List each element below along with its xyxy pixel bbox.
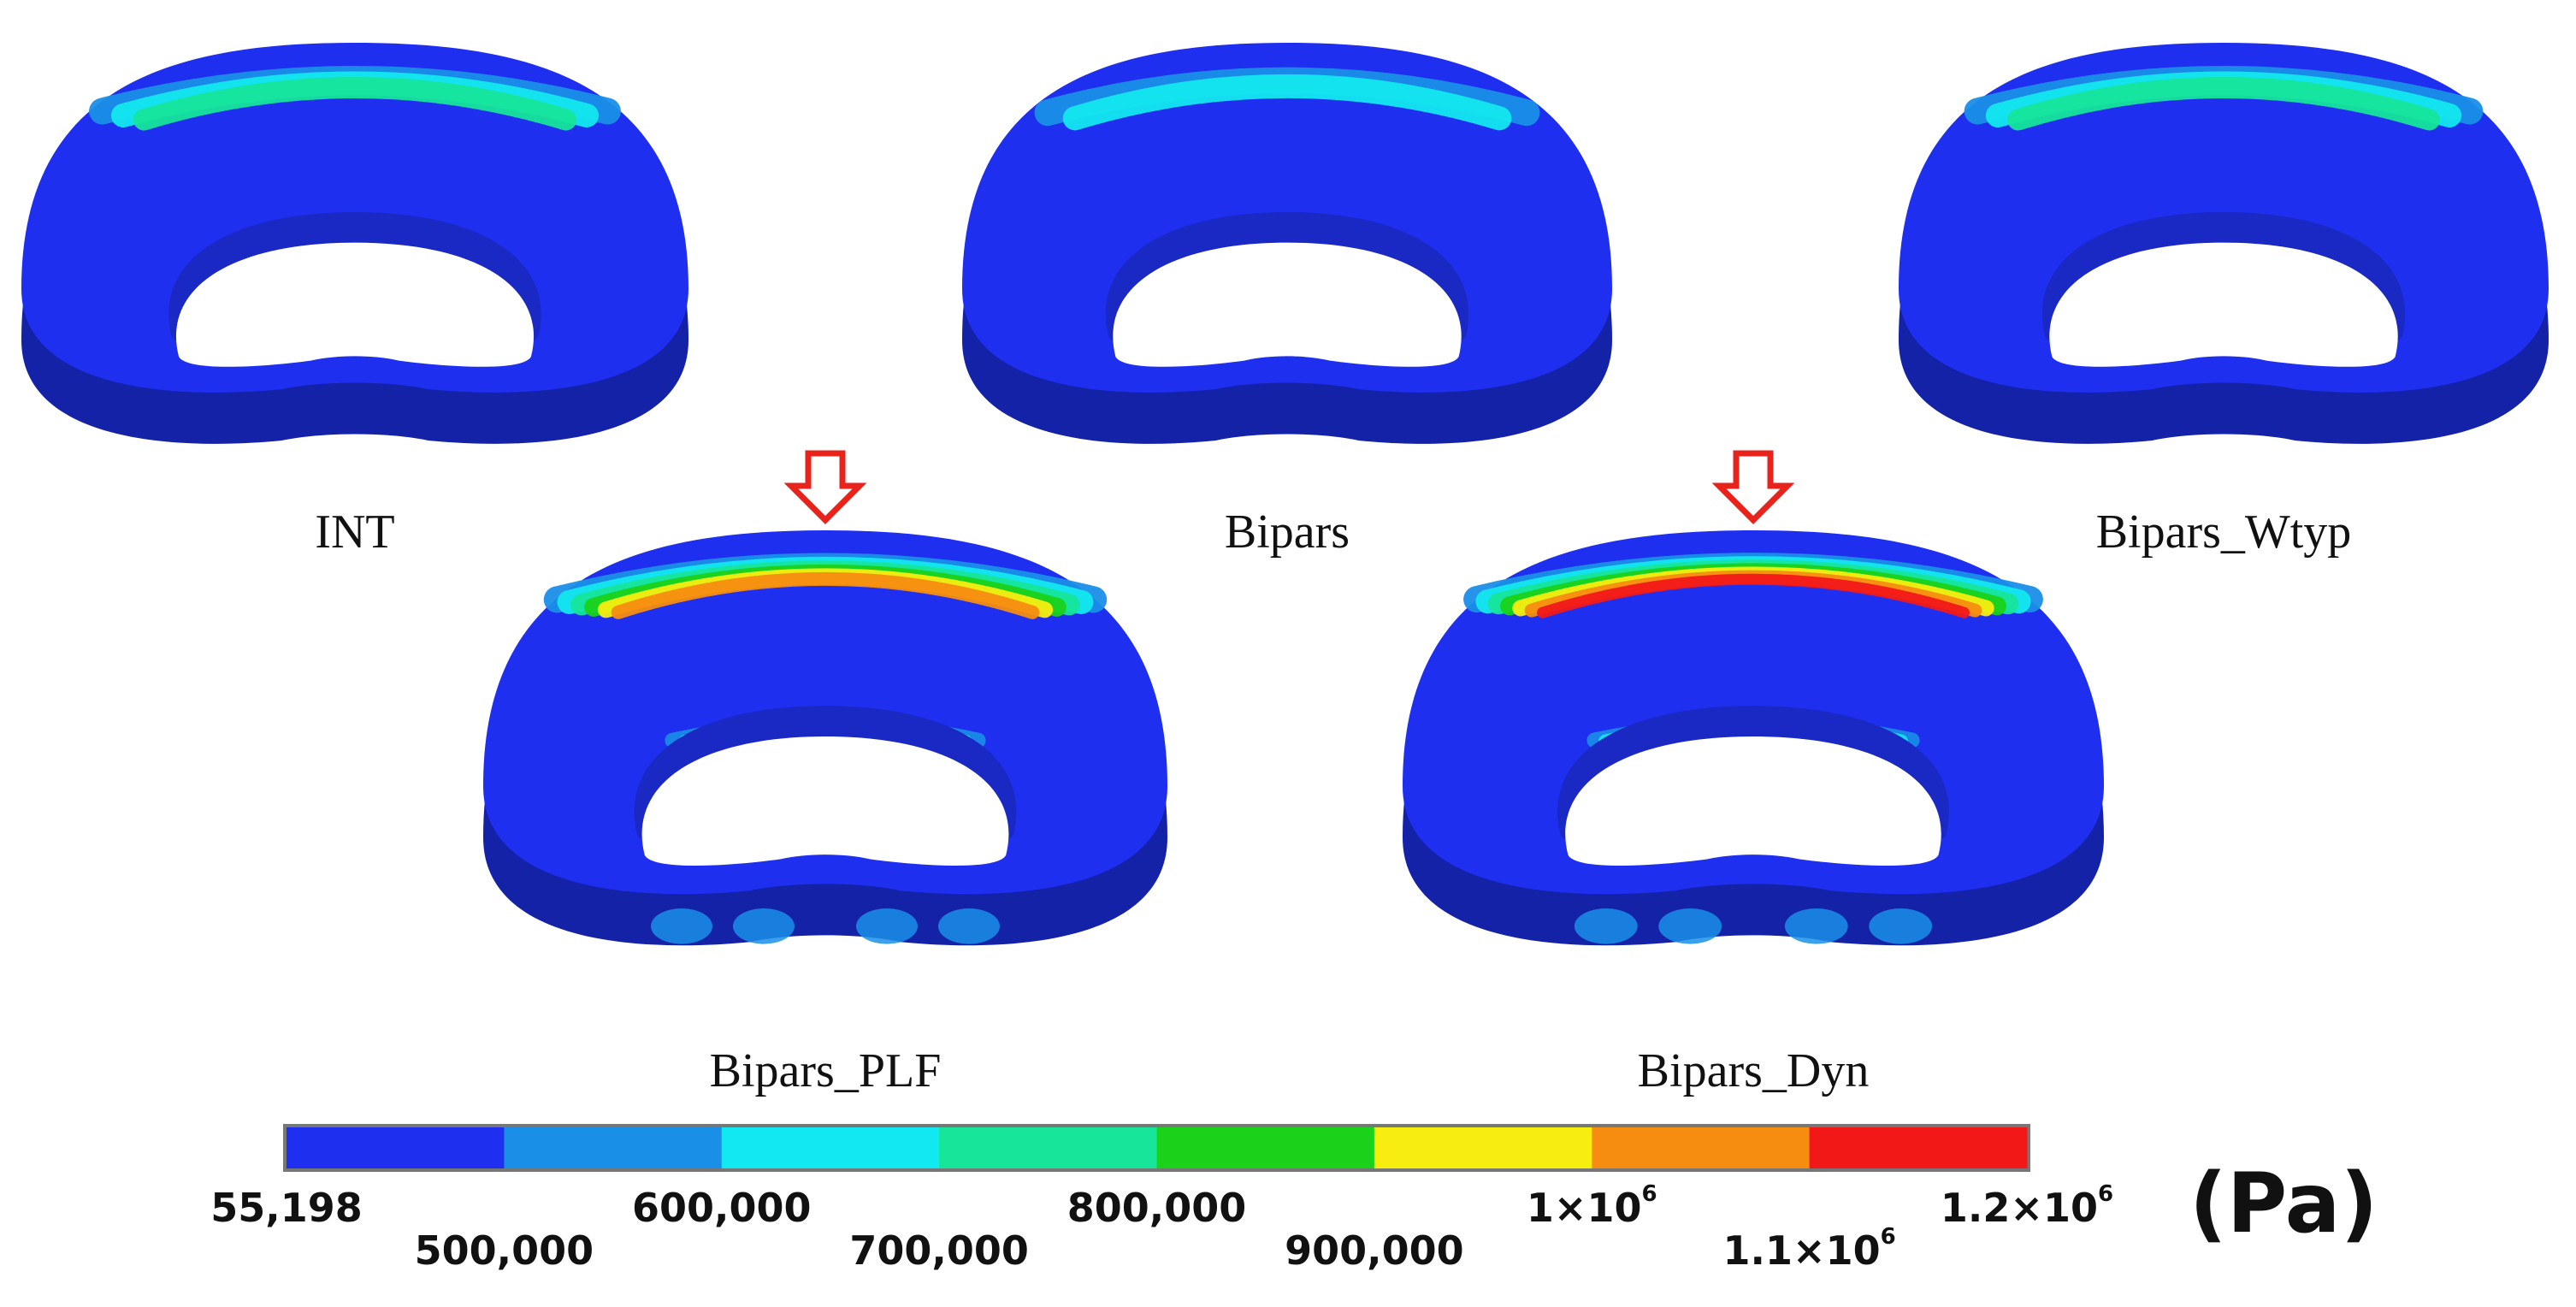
stress-band-outer [1536,573,1970,618]
model-label: Bipars [1225,506,1350,559]
model-label: Bipars_PLF [710,1044,942,1097]
ring-model-bipars-dyn [1403,530,2104,946]
down-arrow-icon [1711,450,1795,524]
ring-hole [641,736,1009,866]
colorbar-tick-label: 800,000 [1067,1185,1247,1231]
stress-patch [651,908,712,944]
colorbar-tick-label: 1.1×106 [1723,1224,1896,1274]
ring-hole [2049,242,2398,367]
ring-hole [1113,242,1462,367]
ring-model-bipars-plf [483,530,1167,946]
stress-colorbar: 55,198 500,000 600,000 700,000 800,000 900,00… [210,1124,2378,1274]
ring-hole [1565,736,1941,866]
colorbar-segment [1374,1127,1592,1168]
stress-band-outer [133,77,577,131]
ring-hole [175,242,535,367]
colorbar-segment [1809,1127,2028,1168]
stress-patch [938,908,1000,944]
colorbar-segment [1156,1127,1375,1168]
colorbar-tick-label: 55,198 [210,1185,363,1231]
colorbar-segment [287,1127,505,1168]
stress-band-outer [2007,77,2440,131]
ring-model-int [21,43,688,444]
model-label: Bipars_Wtyp [2096,506,2352,559]
colorbar-unit-label: (Pa) [2189,1156,2378,1251]
colorbar-tick-label: 500,000 [415,1227,594,1274]
ring-models [21,43,2549,946]
colorbar-segment [939,1127,1157,1168]
stress-patch [856,908,918,944]
stress-patch [1869,908,1933,944]
colorbar-tick-label: 900,000 [1285,1227,1464,1274]
model-label: Bipars_Dyn [1638,1044,1870,1097]
stress-patch [1574,908,1638,944]
highlight-arrows [783,450,1795,524]
colorbar-tick-label: 600,000 [632,1185,812,1231]
colorbar-segment [721,1127,940,1168]
colorbar-segment [1592,1127,1811,1168]
stress-patch [733,908,795,944]
stress-patch [1658,908,1722,944]
stress-patch [1784,908,1848,944]
colorbar-tick-label: 700,000 [849,1227,1029,1274]
colorbar-tick-label: 1.2×106 [1941,1181,2113,1231]
stress-band-outer [611,571,1040,619]
down-arrow-icon [783,450,867,524]
ring-model-bipars-wtyp [1899,43,2549,444]
model-labels: INT Bipars Bipars_Wtyp Bipars_PLF Bipars_Dyn [315,506,2351,1097]
stress-band-outer [1062,74,1512,131]
ring-model-bipars [962,43,1612,444]
model-label: INT [315,506,394,559]
colorbar-segment [504,1127,723,1168]
colorbar-tick-label: 1×106 [1527,1181,1657,1231]
